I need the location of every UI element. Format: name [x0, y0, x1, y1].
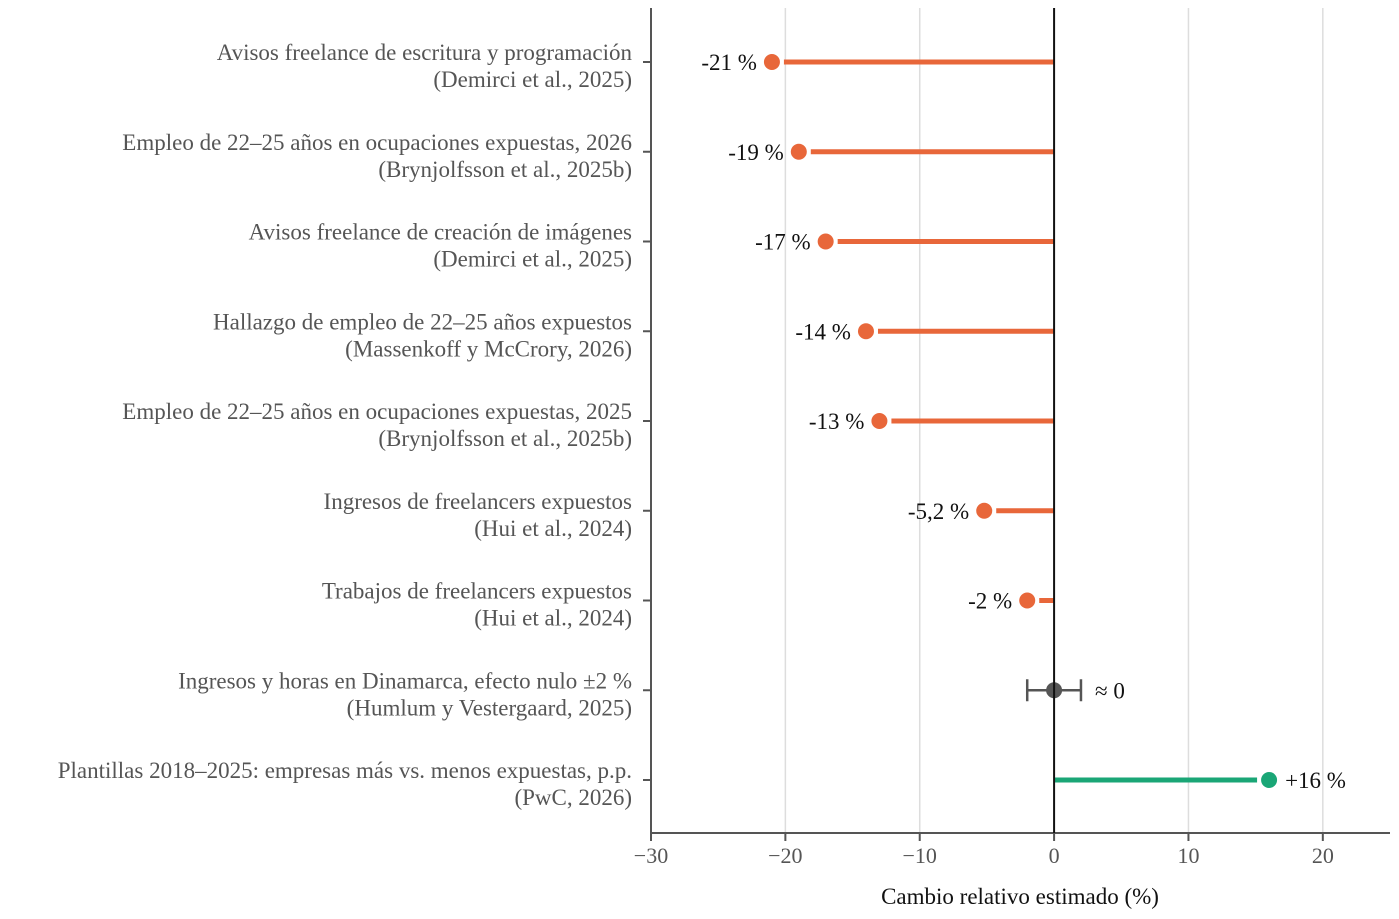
data-point [790, 143, 807, 160]
labels: −30 −20 −10 0 10 20 Avisos freelance de escrit… [58, 40, 1346, 868]
category-label: Avisos freelance de escritura y programa… [217, 40, 633, 65]
x-tick-label: −30 [634, 843, 668, 868]
category-label: Empleo de 22–25 años en ocupaciones expu… [122, 130, 632, 155]
category-label: Plantillas 2018–2025: empresas más vs. m… [58, 758, 632, 783]
category-label: Empleo de 22–25 años en ocupaciones expu… [122, 399, 632, 424]
data-label: +16 % [1285, 768, 1346, 793]
category-source: (Hui et al., 2024) [474, 606, 632, 631]
data-label: ≈ 0 [1095, 678, 1125, 703]
data-point [1261, 772, 1278, 788]
data-point [871, 413, 888, 429]
axes [643, 8, 1390, 841]
x-tick-label: 20 [1312, 843, 1334, 868]
category-source: (Brynjolfsson et al., 2025b) [378, 426, 632, 451]
data-label: -17 % [755, 230, 811, 255]
data-label: -14 % [795, 319, 851, 344]
category-source: (Hui et al., 2024) [474, 516, 632, 541]
x-tick-label: −20 [768, 843, 802, 868]
data-label: -13 % [809, 409, 865, 434]
data-label: -19 % [728, 140, 784, 165]
x-tick-label: 0 [1049, 843, 1060, 868]
category-label: Hallazgo de empleo de 22–25 años expuest… [213, 309, 632, 334]
grid-lines [784, 8, 1324, 833]
data-point [763, 54, 780, 70]
data-marks [763, 54, 1278, 788]
data-label: -21 % [701, 50, 757, 75]
category-source: (PwC, 2026) [514, 785, 632, 810]
data-point [976, 502, 993, 519]
category-label: Ingresos y horas en Dinamarca, efecto nu… [178, 668, 632, 693]
data-label: -5,2 % [908, 499, 969, 524]
x-tick-label: 10 [1177, 843, 1199, 868]
category-source: (Demirci et al., 2025) [433, 67, 632, 92]
data-point [1019, 592, 1036, 609]
data-point [817, 233, 834, 250]
category-source: (Demirci et al., 2025) [433, 247, 632, 272]
category-source: (Humlum y Vestergaard, 2025) [347, 695, 632, 720]
category-label: Trabajos de freelancers expuestos [322, 579, 632, 604]
category-label: Avisos freelance de creación de imágenes [249, 220, 632, 245]
x-axis-title: Cambio relativo estimado (%) [881, 884, 1159, 909]
data-label: -2 % [968, 589, 1012, 614]
category-source: (Brynjolfsson et al., 2025b) [378, 157, 632, 182]
category-label: Ingresos de freelancers expuestos [324, 489, 633, 514]
x-tick-label: −10 [903, 843, 937, 868]
category-source: (Massenkoff y McCrory, 2026) [345, 336, 632, 361]
data-point [857, 323, 874, 340]
